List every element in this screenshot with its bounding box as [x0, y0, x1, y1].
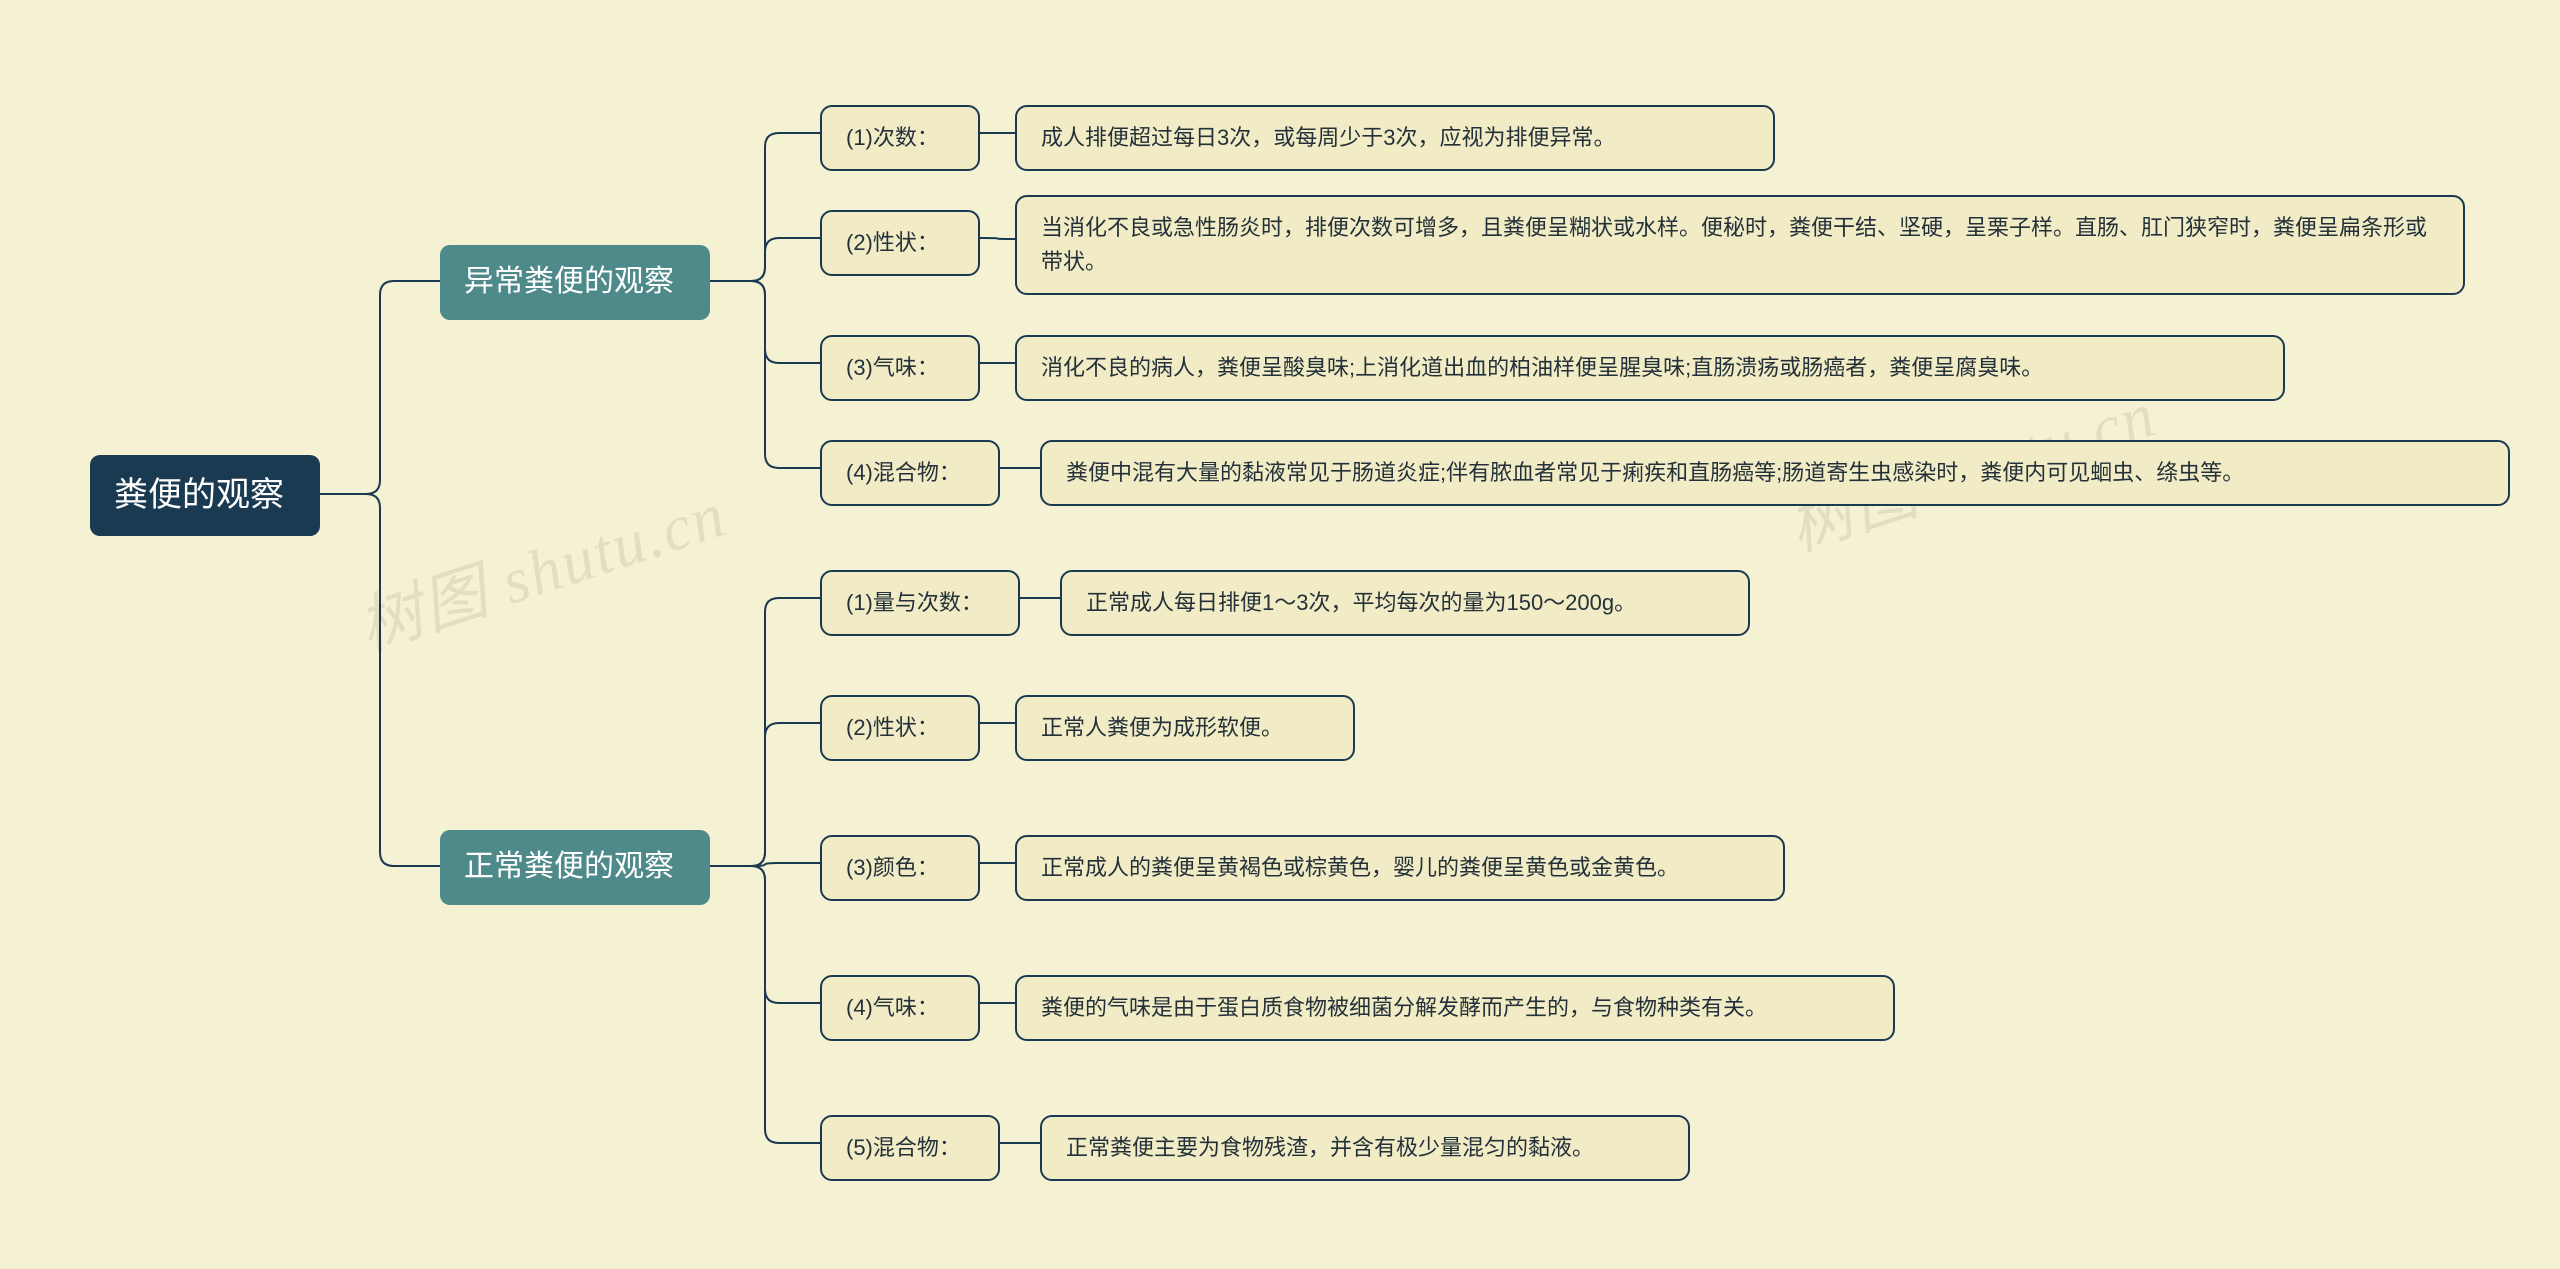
leaf-label-node: (1)次数： — [820, 105, 980, 171]
leaf-label-node: (5)混合物： — [820, 1115, 1000, 1181]
leaf-detail-node: 成人排便超过每日3次，或每周少于3次，应视为排便异常。 — [1015, 105, 1775, 171]
leaf-label-node: (4)气味： — [820, 975, 980, 1041]
leaf-detail-node: 粪便的气味是由于蛋白质食物被细菌分解发酵而产生的，与食物种类有关。 — [1015, 975, 1895, 1041]
leaf-detail-node: 正常人粪便为成形软便。 — [1015, 695, 1355, 761]
branch-node: 异常粪便的观察 — [440, 245, 710, 320]
leaf-label-node: (2)性状： — [820, 695, 980, 761]
mindmap-canvas: 树图 shutu.cn树图 shutu.cn粪便的观察异常粪便的观察(1)次数：… — [0, 0, 2560, 1269]
leaf-detail-node: 消化不良的病人，粪便呈酸臭味;上消化道出血的柏油样便呈腥臭味;直肠溃疡或肠癌者，… — [1015, 335, 2285, 401]
watermark: 树图 shutu.cn — [345, 463, 736, 668]
leaf-label-node: (4)混合物： — [820, 440, 1000, 506]
branch-node: 正常粪便的观察 — [440, 830, 710, 905]
leaf-detail-node: 粪便中混有大量的黏液常见于肠道炎症;伴有脓血者常见于痢疾和直肠癌等;肠道寄生虫感… — [1040, 440, 2510, 506]
leaf-label-node: (1)量与次数： — [820, 570, 1020, 636]
root-node: 粪便的观察 — [90, 455, 320, 536]
leaf-label-node: (3)颜色： — [820, 835, 980, 901]
leaf-detail-node: 正常成人每日排便1～3次，平均每次的量为150～200g。 — [1060, 570, 1750, 636]
leaf-detail-node: 正常粪便主要为食物残渣，并含有极少量混匀的黏液。 — [1040, 1115, 1690, 1181]
leaf-label-node: (2)性状： — [820, 210, 980, 276]
leaf-label-node: (3)气味： — [820, 335, 980, 401]
leaf-detail-node: 正常成人的粪便呈黄褐色或棕黄色，婴儿的粪便呈黄色或金黄色。 — [1015, 835, 1785, 901]
leaf-detail-node: 当消化不良或急性肠炎时，排便次数可增多，且粪便呈糊状或水样。便秘时，粪便干结、坚… — [1015, 195, 2465, 295]
